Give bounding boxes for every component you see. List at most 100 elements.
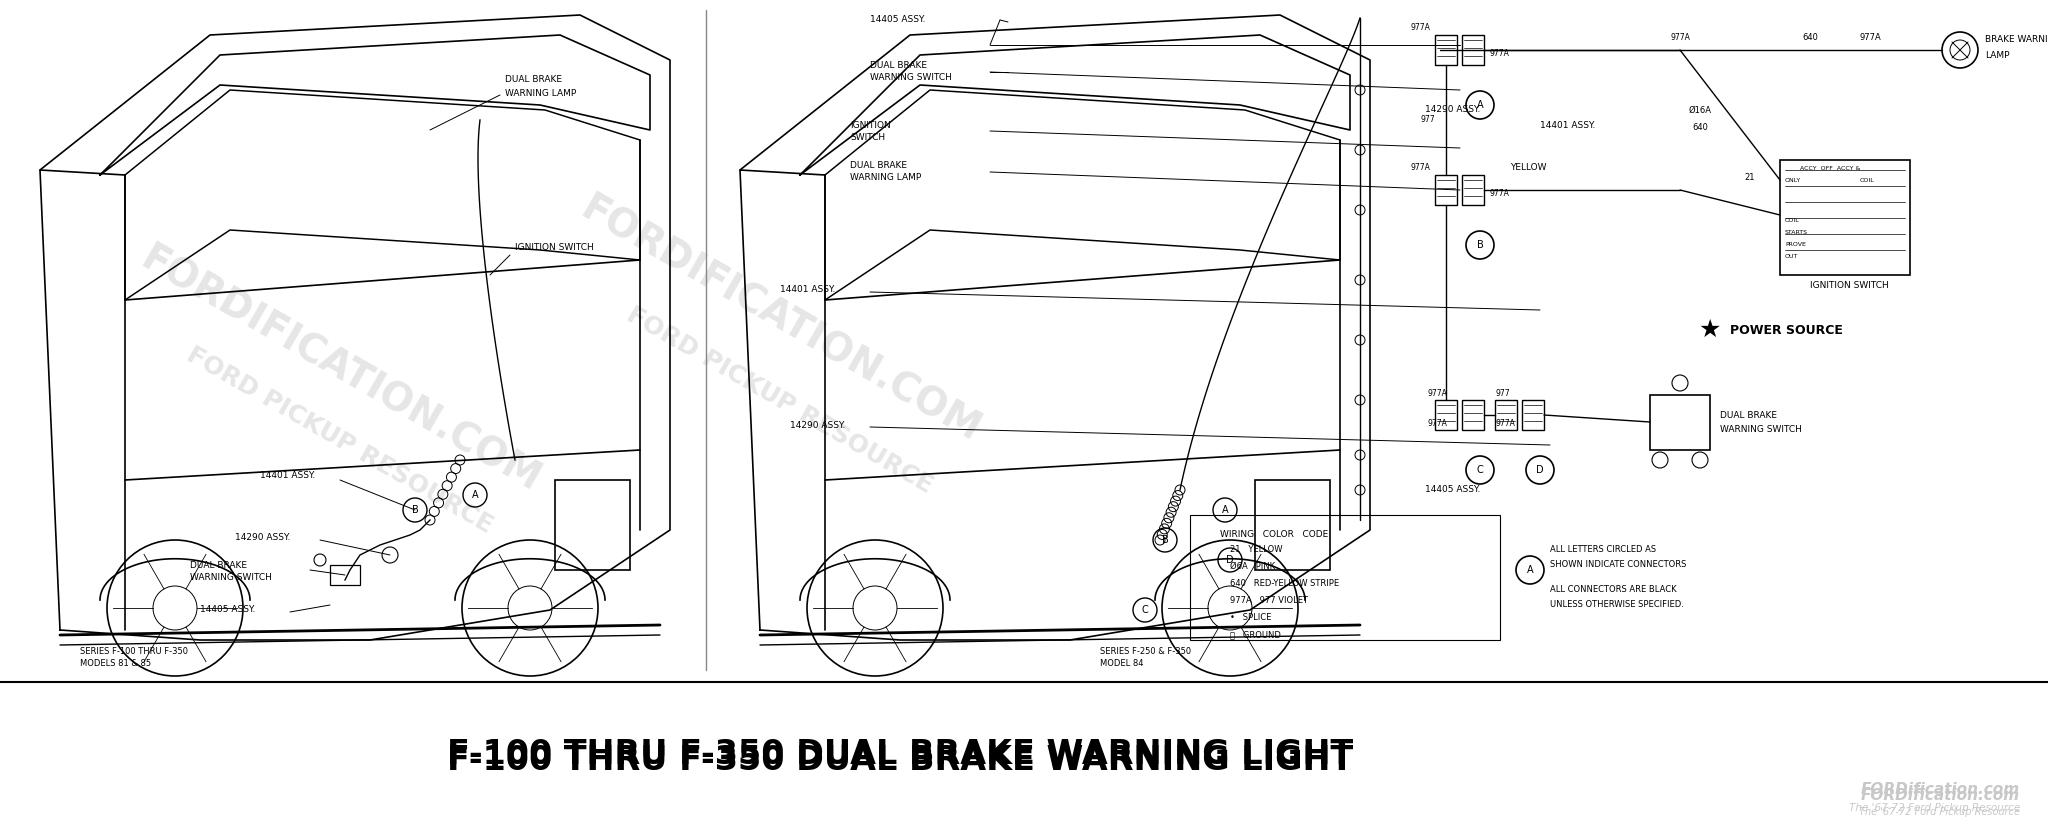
Text: 640   RED-YELLOW STRIPE: 640 RED-YELLOW STRIPE [1231,579,1339,588]
Text: POWER SOURCE: POWER SOURCE [1731,323,1843,337]
Text: SWITCH: SWITCH [850,134,885,142]
Text: 14401 ASSY.: 14401 ASSY. [260,471,315,480]
Text: LAMP: LAMP [1985,51,2009,60]
Text: 977A: 977A [1427,389,1448,397]
Text: B: B [1477,240,1483,250]
Text: COIL: COIL [1786,218,1800,223]
Text: 977A: 977A [1491,189,1509,198]
Text: The '67-72 Ford Pickup Resource: The '67-72 Ford Pickup Resource [1860,807,2019,817]
Text: C: C [1141,605,1149,615]
Text: The '67-72 Ford Pickup Resource: The '67-72 Ford Pickup Resource [1849,803,2019,813]
Text: DUAL BRAKE: DUAL BRAKE [1720,411,1778,420]
Text: 14290 ASSY.: 14290 ASSY. [236,534,291,543]
Text: 977A: 977A [1427,419,1448,427]
Text: B: B [412,505,418,515]
Text: 14290 ASSY.: 14290 ASSY. [1425,106,1481,115]
Text: A: A [471,490,479,500]
Text: 977A: 977A [1411,23,1430,32]
Text: A: A [1477,100,1483,110]
Text: ⏚   GROUND: ⏚ GROUND [1231,630,1280,639]
Text: OUT: OUT [1786,253,1798,258]
Text: 14290 ASSY.: 14290 ASSY. [791,420,846,430]
Bar [1462,35,1485,65]
Text: WARNING LAMP: WARNING LAMP [850,174,922,183]
Text: WARNING SWITCH: WARNING SWITCH [1720,425,1802,435]
Text: B: B [1161,535,1167,545]
Text: •   SPLICE: • SPLICE [1231,613,1272,622]
Text: DUAL BRAKE: DUAL BRAKE [506,76,561,85]
Text: MODELS 81 & 85: MODELS 81 & 85 [80,660,152,668]
Text: ALL CONNECTORS ARE BLACK: ALL CONNECTORS ARE BLACK [1550,585,1677,594]
Text: Ø6A   PINK: Ø6A PINK [1231,562,1276,571]
Text: A: A [1526,565,1534,575]
Text: 977A: 977A [1411,164,1430,173]
Text: C: C [1477,465,1483,475]
Text: WARNING SWITCH: WARNING SWITCH [190,573,272,583]
Text: MODEL 84: MODEL 84 [1100,660,1143,668]
Text: IGNITION SWITCH: IGNITION SWITCH [514,243,594,253]
Bar [1462,400,1485,430]
Text: 14401 ASSY.: 14401 ASSY. [780,286,836,294]
Text: SHOWN INDICATE CONNECTORS: SHOWN INDICATE CONNECTORS [1550,560,1686,569]
Text: Ø16A: Ø16A [1688,106,1712,115]
Text: DUAL BRAKE: DUAL BRAKE [190,560,248,569]
Text: FORDification.com: FORDification.com [1862,783,2019,798]
Bar [1651,395,1710,450]
Text: YELLOW: YELLOW [1509,164,1546,173]
Text: UNLESS OTHERWISE SPECIFIED.: UNLESS OTHERWISE SPECIFIED. [1550,600,1683,609]
Text: PROVE: PROVE [1786,242,1806,247]
Text: D: D [1227,555,1233,565]
Text: FORDIFICATION.COM: FORDIFICATION.COM [133,240,547,500]
Text: ALL LETTERS CIRCLED AS: ALL LETTERS CIRCLED AS [1550,545,1657,554]
Text: ★: ★ [1698,318,1720,342]
Text: D: D [1536,465,1544,475]
Text: DUAL BRAKE: DUAL BRAKE [870,61,928,70]
Bar [330,565,360,585]
Text: STARTS: STARTS [1786,229,1808,234]
Text: 14405 ASSY.: 14405 ASSY. [1425,485,1481,494]
Text: WIRING   COLOR   CODE: WIRING COLOR CODE [1221,530,1329,539]
Text: ACCY  OFF  ACCY &: ACCY OFF ACCY & [1800,165,1860,170]
Text: WARNING SWITCH: WARNING SWITCH [870,73,952,82]
Text: 14401 ASSY.: 14401 ASSY. [1540,120,1595,130]
Text: COIL: COIL [1860,178,1874,183]
Text: 977: 977 [1421,116,1436,125]
Text: 977: 977 [1495,389,1509,397]
Text: A: A [1223,505,1229,515]
Bar [1522,400,1544,430]
Text: DUAL BRAKE: DUAL BRAKE [850,160,907,170]
Text: 977A: 977A [1669,33,1690,42]
Text: 977A: 977A [1860,33,1880,42]
Text: FORD PICKUP RESOURCE: FORD PICKUP RESOURCE [182,342,498,538]
Text: 977A   977 VIOLET: 977A 977 VIOLET [1231,596,1309,605]
Text: 21   YELLOW: 21 YELLOW [1231,545,1282,554]
Text: SERIES F-250 & F-350: SERIES F-250 & F-350 [1100,647,1192,656]
Bar [1780,160,1911,275]
Text: F-100 THRU F-350 DUAL BRAKE WARNING LIGHT: F-100 THRU F-350 DUAL BRAKE WARNING LIGH… [446,739,1354,771]
Bar [1255,480,1329,570]
Text: IGNITION SWITCH: IGNITION SWITCH [1810,281,1888,289]
Bar [1190,515,1499,640]
Bar [1436,35,1456,65]
Text: 977A: 977A [1491,48,1509,57]
Text: 21: 21 [1745,174,1755,183]
Text: SERIES F-100 THRU F-350: SERIES F-100 THRU F-350 [80,647,188,656]
Text: IGNITION: IGNITION [850,120,891,130]
Bar [1495,400,1518,430]
Bar [1436,400,1456,430]
Text: 14405 ASSY.: 14405 ASSY. [870,16,926,24]
Text: 977A: 977A [1495,419,1516,427]
Text: FORD PICKUP RESOURCE: FORD PICKUP RESOURCE [623,302,938,498]
Text: 640: 640 [1802,33,1819,42]
Bar [0,680,2048,831]
Bar [1462,175,1485,205]
Bar [555,480,631,570]
Bar [1436,175,1456,205]
Text: ONLY: ONLY [1786,178,1802,183]
Text: FORDIFICATION.COM: FORDIFICATION.COM [573,189,987,450]
Text: FORDification.com: FORDification.com [1862,788,2019,803]
Text: 14405 ASSY.: 14405 ASSY. [201,606,256,614]
Text: WARNING LAMP: WARNING LAMP [506,88,575,97]
Text: F-100 THRU F-350 DUAL BRAKE WARNING LIGHT: F-100 THRU F-350 DUAL BRAKE WARNING LIGH… [446,744,1354,776]
Text: 640: 640 [1692,124,1708,132]
